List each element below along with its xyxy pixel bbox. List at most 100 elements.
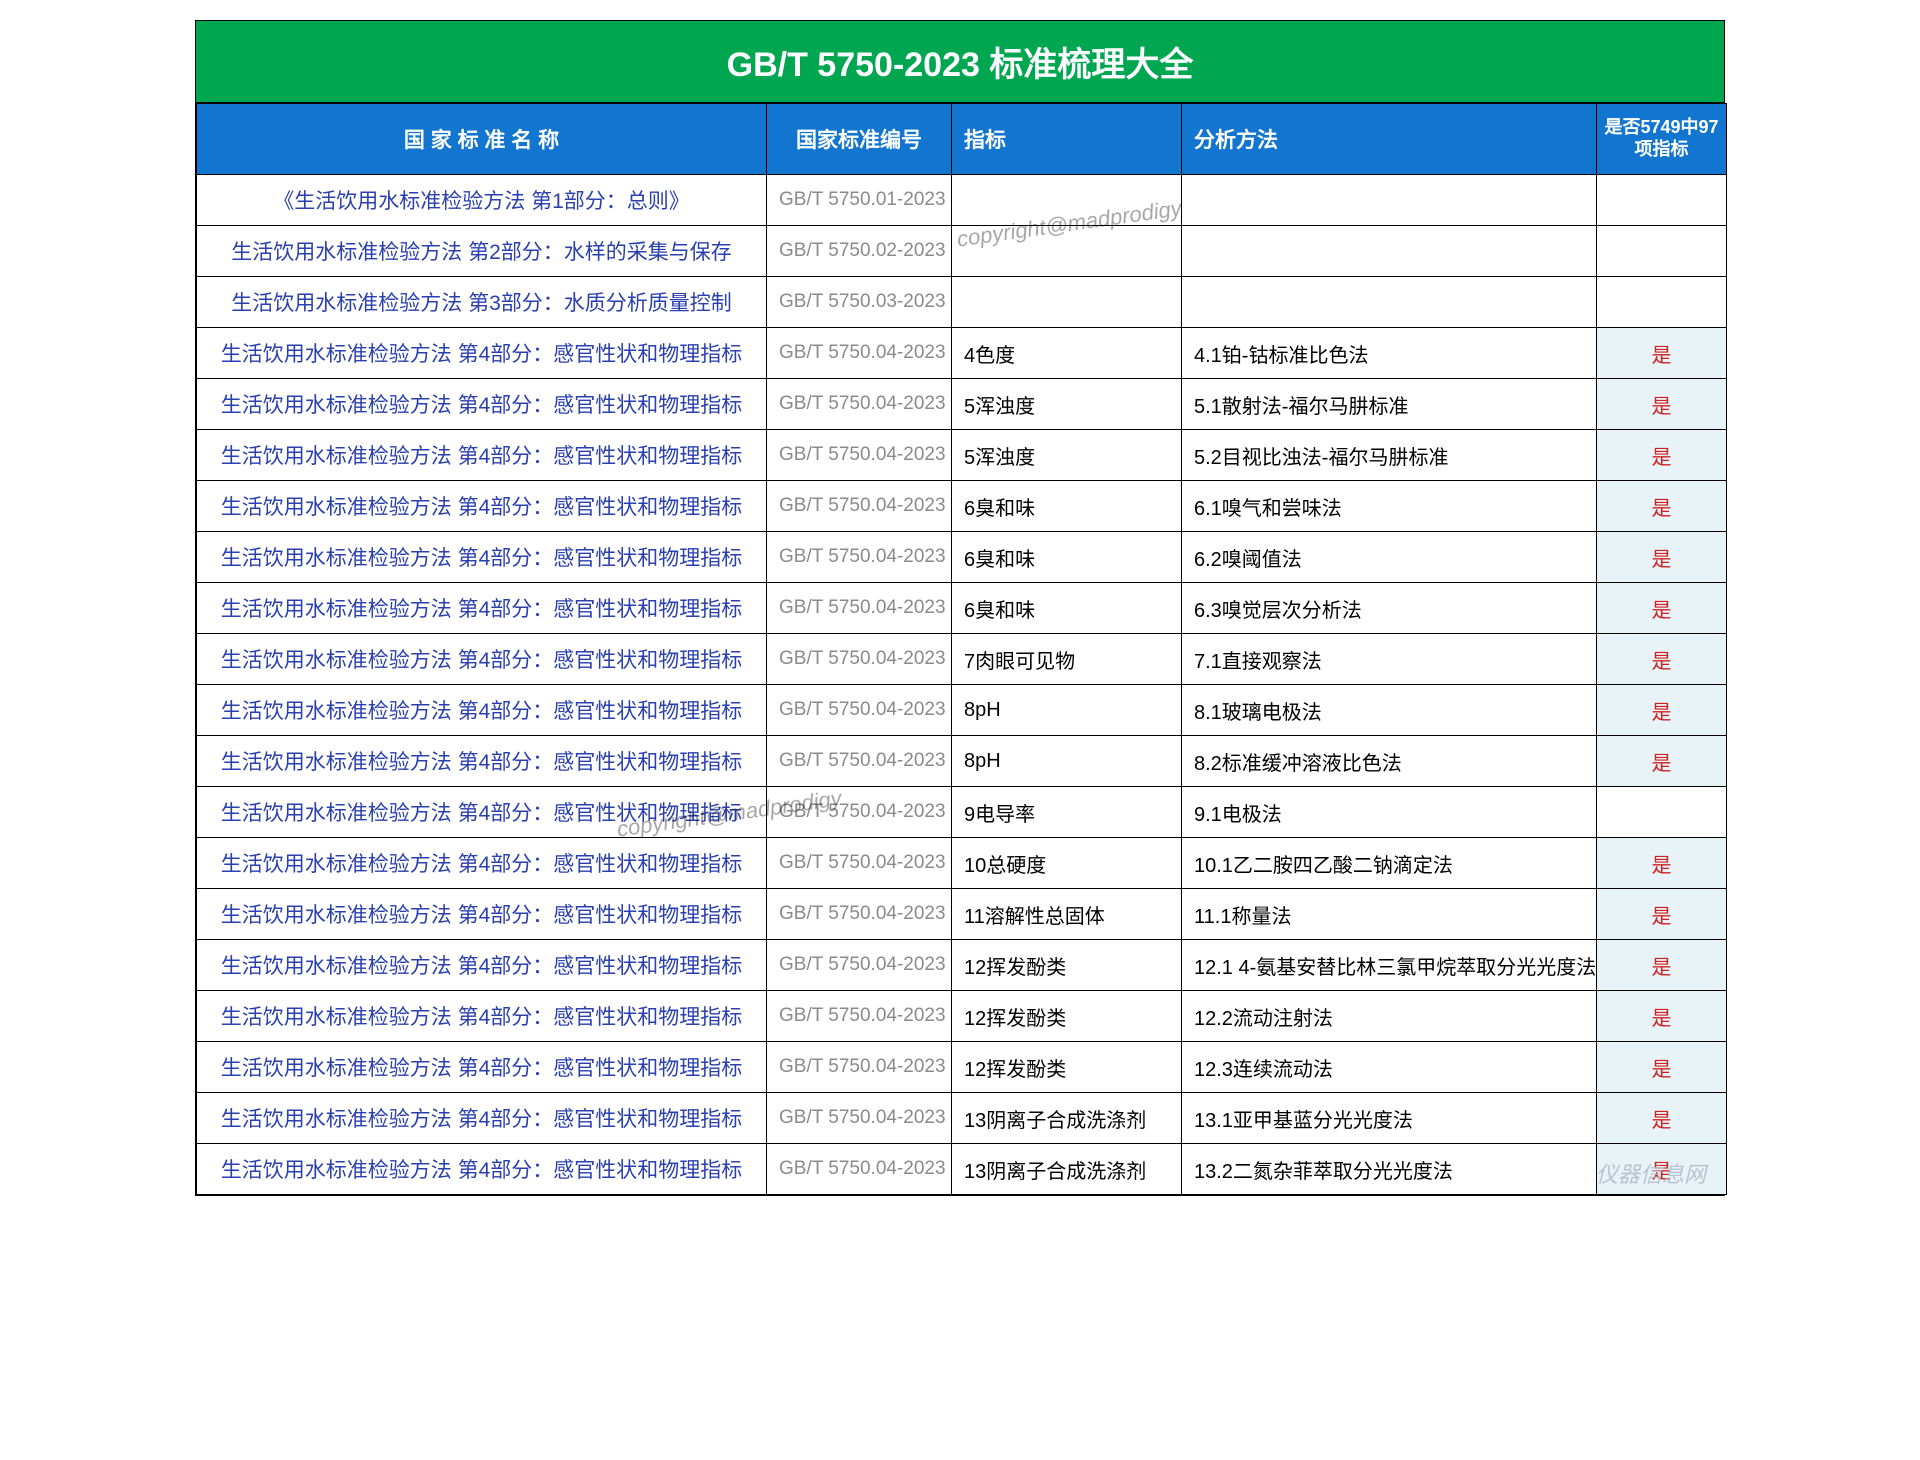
cell-name: 生活饮用水标准检验方法 第4部分：感官性状和物理指标: [197, 379, 767, 430]
cell-flag: 是: [1597, 889, 1727, 940]
cell-name: 生活饮用水标准检验方法 第4部分：感官性状和物理指标: [197, 1042, 767, 1093]
cell-name: 生活饮用水标准检验方法 第4部分：感官性状和物理指标: [197, 481, 767, 532]
table-row: 生活饮用水标准检验方法 第4部分：感官性状和物理指标GB/T 5750.04-2…: [197, 634, 1727, 685]
cell-name: 生活饮用水标准检验方法 第4部分：感官性状和物理指标: [197, 787, 767, 838]
cell-idx: [952, 226, 1182, 277]
cell-name: 生活饮用水标准检验方法 第4部分：感官性状和物理指标: [197, 685, 767, 736]
cell-name: 生活饮用水标准检验方法 第3部分：水质分析质量控制: [197, 277, 767, 328]
cell-name: 生活饮用水标准检验方法 第4部分：感官性状和物理指标: [197, 328, 767, 379]
table-row: 生活饮用水标准检验方法 第4部分：感官性状和物理指标GB/T 5750.04-2…: [197, 838, 1727, 889]
cell-method: 11.1称量法: [1182, 889, 1597, 940]
cell-code: GB/T 5750.04-2023: [767, 430, 952, 481]
cell-method: [1182, 277, 1597, 328]
cell-flag: [1597, 226, 1727, 277]
table-row: 生活饮用水标准检验方法 第4部分：感官性状和物理指标GB/T 5750.04-2…: [197, 889, 1727, 940]
cell-code: GB/T 5750.04-2023: [767, 1093, 952, 1144]
cell-idx: 9电导率: [952, 787, 1182, 838]
table-row: 生活饮用水标准检验方法 第4部分：感官性状和物理指标GB/T 5750.04-2…: [197, 430, 1727, 481]
cell-code: GB/T 5750.03-2023: [767, 277, 952, 328]
cell-flag: 是: [1597, 736, 1727, 787]
cell-code: GB/T 5750.04-2023: [767, 583, 952, 634]
cell-idx: 12挥发酚类: [952, 1042, 1182, 1093]
standards-table: 国 家 标 准 名 称 国家标准编号 指标 分析方法 是否5749中97项指标 …: [196, 103, 1727, 1195]
cell-idx: [952, 175, 1182, 226]
cell-flag: 是: [1597, 1042, 1727, 1093]
cell-method: 9.1电极法: [1182, 787, 1597, 838]
page-title: GB/T 5750-2023 标准梳理大全: [196, 21, 1724, 103]
cell-code: GB/T 5750.04-2023: [767, 634, 952, 685]
table-row: 生活饮用水标准检验方法 第4部分：感官性状和物理指标GB/T 5750.04-2…: [197, 991, 1727, 1042]
cell-name: 《生活饮用水标准检验方法 第1部分：总则》: [197, 175, 767, 226]
cell-code: GB/T 5750.01-2023: [767, 175, 952, 226]
table-row: 生活饮用水标准检验方法 第2部分：水样的采集与保存GB/T 5750.02-20…: [197, 226, 1727, 277]
cell-idx: 5浑浊度: [952, 430, 1182, 481]
col-header-code: 国家标准编号: [767, 104, 952, 175]
cell-method: 6.1嗅气和尝味法: [1182, 481, 1597, 532]
cell-code: GB/T 5750.04-2023: [767, 379, 952, 430]
cell-flag: 是: [1597, 379, 1727, 430]
cell-name: 生活饮用水标准检验方法 第4部分：感官性状和物理指标: [197, 583, 767, 634]
cell-idx: 6臭和味: [952, 532, 1182, 583]
cell-method: [1182, 175, 1597, 226]
cell-idx: 11溶解性总固体: [952, 889, 1182, 940]
cell-flag: 是: [1597, 634, 1727, 685]
cell-idx: 13阴离子合成洗涤剂: [952, 1093, 1182, 1144]
cell-code: GB/T 5750.04-2023: [767, 328, 952, 379]
table-row: 生活饮用水标准检验方法 第4部分：感官性状和物理指标GB/T 5750.04-2…: [197, 532, 1727, 583]
cell-code: GB/T 5750.04-2023: [767, 736, 952, 787]
cell-idx: 6臭和味: [952, 583, 1182, 634]
cell-flag: 是: [1597, 1093, 1727, 1144]
cell-code: GB/T 5750.02-2023: [767, 226, 952, 277]
table-row: 生活饮用水标准检验方法 第3部分：水质分析质量控制GB/T 5750.03-20…: [197, 277, 1727, 328]
table-row: 生活饮用水标准检验方法 第4部分：感官性状和物理指标GB/T 5750.04-2…: [197, 1042, 1727, 1093]
cell-name: 生活饮用水标准检验方法 第4部分：感官性状和物理指标: [197, 634, 767, 685]
cell-name: 生活饮用水标准检验方法 第4部分：感官性状和物理指标: [197, 940, 767, 991]
cell-method: 10.1乙二胺四乙酸二钠滴定法: [1182, 838, 1597, 889]
table-row: 生活饮用水标准检验方法 第4部分：感官性状和物理指标GB/T 5750.04-2…: [197, 583, 1727, 634]
col-header-flag: 是否5749中97项指标: [1597, 104, 1727, 175]
cell-method: 12.2流动注射法: [1182, 991, 1597, 1042]
cell-method: [1182, 226, 1597, 277]
cell-name: 生活饮用水标准检验方法 第4部分：感官性状和物理指标: [197, 1093, 767, 1144]
cell-idx: 5浑浊度: [952, 379, 1182, 430]
cell-name: 生活饮用水标准检验方法 第4部分：感官性状和物理指标: [197, 889, 767, 940]
table-row: 生活饮用水标准检验方法 第4部分：感官性状和物理指标GB/T 5750.04-2…: [197, 1093, 1727, 1144]
cell-idx: 4色度: [952, 328, 1182, 379]
cell-flag: 是: [1597, 991, 1727, 1042]
cell-method: 5.2目视比浊法-福尔马肼标准: [1182, 430, 1597, 481]
cell-method: 13.1亚甲基蓝分光光度法: [1182, 1093, 1597, 1144]
cell-flag: 是: [1597, 328, 1727, 379]
cell-name: 生活饮用水标准检验方法 第2部分：水样的采集与保存: [197, 226, 767, 277]
cell-flag: 是: [1597, 940, 1727, 991]
table-row: 生活饮用水标准检验方法 第4部分：感官性状和物理指标GB/T 5750.04-2…: [197, 685, 1727, 736]
table-row: 生活饮用水标准检验方法 第4部分：感官性状和物理指标GB/T 5750.04-2…: [197, 940, 1727, 991]
cell-code: GB/T 5750.04-2023: [767, 685, 952, 736]
table-row: 生活饮用水标准检验方法 第4部分：感官性状和物理指标GB/T 5750.04-2…: [197, 1144, 1727, 1195]
cell-code: GB/T 5750.04-2023: [767, 1144, 952, 1195]
cell-name: 生活饮用水标准检验方法 第4部分：感官性状和物理指标: [197, 736, 767, 787]
cell-flag: [1597, 277, 1727, 328]
table-container: GB/T 5750-2023 标准梳理大全 国 家 标 准 名 称 国家标准编号…: [195, 20, 1725, 1196]
cell-name: 生活饮用水标准检验方法 第4部分：感官性状和物理指标: [197, 532, 767, 583]
cell-method: 7.1直接观察法: [1182, 634, 1597, 685]
cell-idx: 10总硬度: [952, 838, 1182, 889]
table-row: 生活饮用水标准检验方法 第4部分：感官性状和物理指标GB/T 5750.04-2…: [197, 787, 1727, 838]
cell-flag: 是: [1597, 532, 1727, 583]
cell-method: 8.2标准缓冲溶液比色法: [1182, 736, 1597, 787]
cell-flag: 是: [1597, 583, 1727, 634]
cell-code: GB/T 5750.04-2023: [767, 481, 952, 532]
cell-flag: [1597, 787, 1727, 838]
cell-flag: [1597, 175, 1727, 226]
cell-method: 8.1玻璃电极法: [1182, 685, 1597, 736]
table-row: 生活饮用水标准检验方法 第4部分：感官性状和物理指标GB/T 5750.04-2…: [197, 481, 1727, 532]
col-header-name: 国 家 标 准 名 称: [197, 104, 767, 175]
cell-flag: 是: [1597, 430, 1727, 481]
cell-method: 6.3嗅觉层次分析法: [1182, 583, 1597, 634]
col-header-idx: 指标: [952, 104, 1182, 175]
cell-method: 12.3连续流动法: [1182, 1042, 1597, 1093]
cell-code: GB/T 5750.04-2023: [767, 532, 952, 583]
cell-code: GB/T 5750.04-2023: [767, 940, 952, 991]
cell-flag: 是: [1597, 1144, 1727, 1195]
cell-name: 生活饮用水标准检验方法 第4部分：感官性状和物理指标: [197, 838, 767, 889]
cell-method: 6.2嗅阈值法: [1182, 532, 1597, 583]
